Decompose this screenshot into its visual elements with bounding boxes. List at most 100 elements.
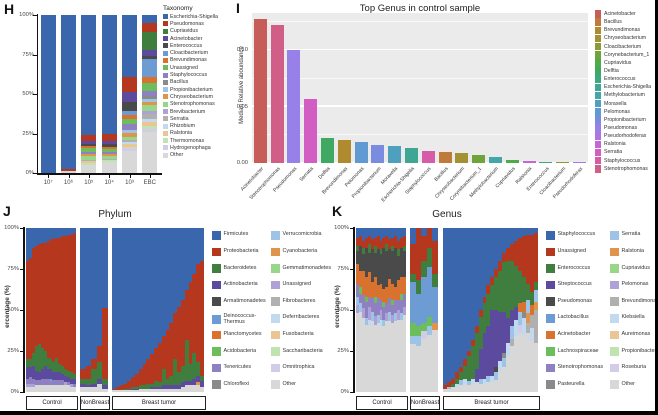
bar-segment-Klebsiella: [506, 342, 511, 356]
h-stacked-bar: [60, 15, 76, 173]
bar-segment-Enterococcus: [502, 262, 507, 312]
bar-segment-Firmicutes: [31, 228, 35, 248]
legend-swatch: [595, 116, 601, 124]
bar-segment-Unassigned: [26, 383, 29, 388]
bar-segment-Firmicutes: [34, 228, 38, 247]
bar-segment-Enterococcus: [514, 265, 519, 307]
bar-segment-Other: [101, 161, 117, 173]
stacked-bar: [458, 228, 463, 392]
legend-swatch: [595, 99, 601, 108]
stacked-bar: [146, 228, 151, 392]
bar-segment-Staphylococcus: [370, 228, 374, 240]
bar-segment-Pelomonas: [403, 306, 406, 315]
gridline-major: [252, 161, 588, 163]
h-y-tick-mark: [33, 94, 37, 95]
bar-segment-Bacteroidetes: [196, 362, 201, 376]
bar-segment-Unassigned: [358, 236, 362, 247]
bar-segment-Bacteroidetes: [146, 383, 151, 389]
h-x-tick-mark: [109, 174, 111, 178]
bar-segment-Streptococcus: [510, 309, 515, 327]
bar-segment-Bacteroidetes: [37, 344, 41, 373]
legend-item: Hydrogenophaga: [163, 144, 218, 151]
bar-segment-Actinobacteria: [37, 372, 41, 381]
bar-segment-Unassigned: [478, 310, 483, 317]
i-bar-Cloacibacterium: [556, 162, 570, 163]
bar-segment-Other: [64, 385, 68, 392]
bar-segment-Other: [454, 387, 459, 392]
bar-segment-Unassigned: [518, 237, 523, 271]
bar-segment-Unassigned: [121, 119, 137, 124]
legend-item: Ralstonia: [595, 140, 651, 149]
stacked-bar: [61, 228, 65, 392]
bar-segment-Lactobacillus: [432, 287, 438, 324]
bar-segment-Proteobacteria: [40, 242, 44, 348]
bar-segment-Bacteroidetes: [102, 378, 108, 386]
bar-segment-Proteobacteria: [173, 313, 178, 360]
bar-segment-Other: [533, 342, 538, 392]
legend-label: Other: [170, 152, 184, 159]
legend-item: Staphylococcus: [595, 156, 651, 165]
legend-item: Corynebacterium_1: [595, 50, 651, 59]
bar-segment-Firmicutes: [43, 228, 47, 243]
legend-label: Enterococcus: [604, 76, 636, 83]
legend-label: Lachnospiraceae: [557, 347, 599, 354]
bar-segment-Enterococcus: [529, 291, 534, 306]
bar-segment-Tenericutes: [55, 380, 59, 386]
legend-item: Pseudomonas: [595, 124, 651, 132]
bar-segment-Unassigned: [367, 236, 371, 245]
bar-segment-Serratia: [358, 303, 362, 312]
j-title: Phylum: [98, 209, 132, 220]
bar-segment-Acinetobacter: [367, 272, 371, 297]
legend-item: Stenotrophomonas: [595, 164, 651, 173]
legend-item: Klebsiella: [610, 314, 658, 323]
bar-segment-Proteobacteria: [112, 388, 116, 391]
bar-segment-Chryseobacterium: [101, 153, 117, 157]
legend-label: Escherichia-Shigella: [170, 13, 218, 20]
stacked-bar: [403, 228, 406, 392]
legend-item: Unassigned: [163, 64, 218, 71]
bar-segment-Staphylococcus: [81, 151, 97, 154]
bar-segment-Propionibacterium: [142, 98, 158, 102]
legend-item: Cupriavidus: [163, 28, 218, 35]
bar-segment-Proteobacteria: [67, 234, 71, 371]
bar-segment-Unassigned: [391, 237, 395, 247]
bar-segment-Serratia: [121, 139, 137, 143]
bar-segment-Other: [165, 388, 170, 392]
bar-segment-Stenotrophomonas: [394, 300, 398, 314]
bar-segment-Acinetobacter: [518, 303, 523, 312]
legend-label: Roseburia: [621, 364, 647, 371]
bar-segment-Pseudomonas: [142, 22, 158, 33]
legend-label: Serratia: [604, 149, 623, 156]
bar-segment-Ralstonia: [526, 313, 530, 324]
legend-label: Brevundimonas: [621, 297, 658, 304]
legend-swatch: [271, 247, 280, 257]
bar-segment-Tenericutes: [31, 378, 35, 384]
bar-segment-Bacteroidetes: [31, 352, 35, 366]
bar-segment-Bacteroidetes: [188, 364, 193, 381]
bar-segment-Other: [462, 383, 467, 392]
bar-segment-Firmicutes: [123, 228, 128, 384]
legend-swatch: [546, 280, 555, 290]
bar-segment-Actinobacteria: [131, 388, 135, 391]
legend-item: Saccharibacteria: [271, 347, 326, 356]
bar-segment-Enterococcus: [498, 270, 503, 312]
bar-segment-Streptococcus: [514, 306, 519, 320]
bar-segment-Firmicutes: [173, 228, 178, 314]
h-y-tick-label: 50%: [22, 91, 34, 97]
bar-segment-Unassigned: [462, 359, 467, 366]
bar-segment-Staphylococcus: [403, 228, 406, 237]
stacked-bar: [382, 228, 386, 392]
bar-segment-Pseudomonas: [60, 169, 76, 172]
bar-segment-Other: [157, 388, 162, 392]
i-y-tick-label: 0.00: [236, 160, 248, 166]
bar-segment-Enterococcus: [397, 249, 401, 256]
bar-segment-Serratia: [446, 387, 451, 389]
i-x-label: Serratia: [298, 166, 316, 183]
bar-segment-Enterococcus: [482, 303, 487, 333]
stacked-bar: [142, 228, 147, 392]
legend-label: Brevundimonas: [170, 57, 207, 64]
bar-segment-Proteobacteria: [102, 308, 108, 379]
legend-swatch: [163, 28, 168, 34]
bar-segment-Staphylococcus: [385, 228, 389, 237]
bar-segment-Lachnospiraceae: [391, 300, 395, 306]
